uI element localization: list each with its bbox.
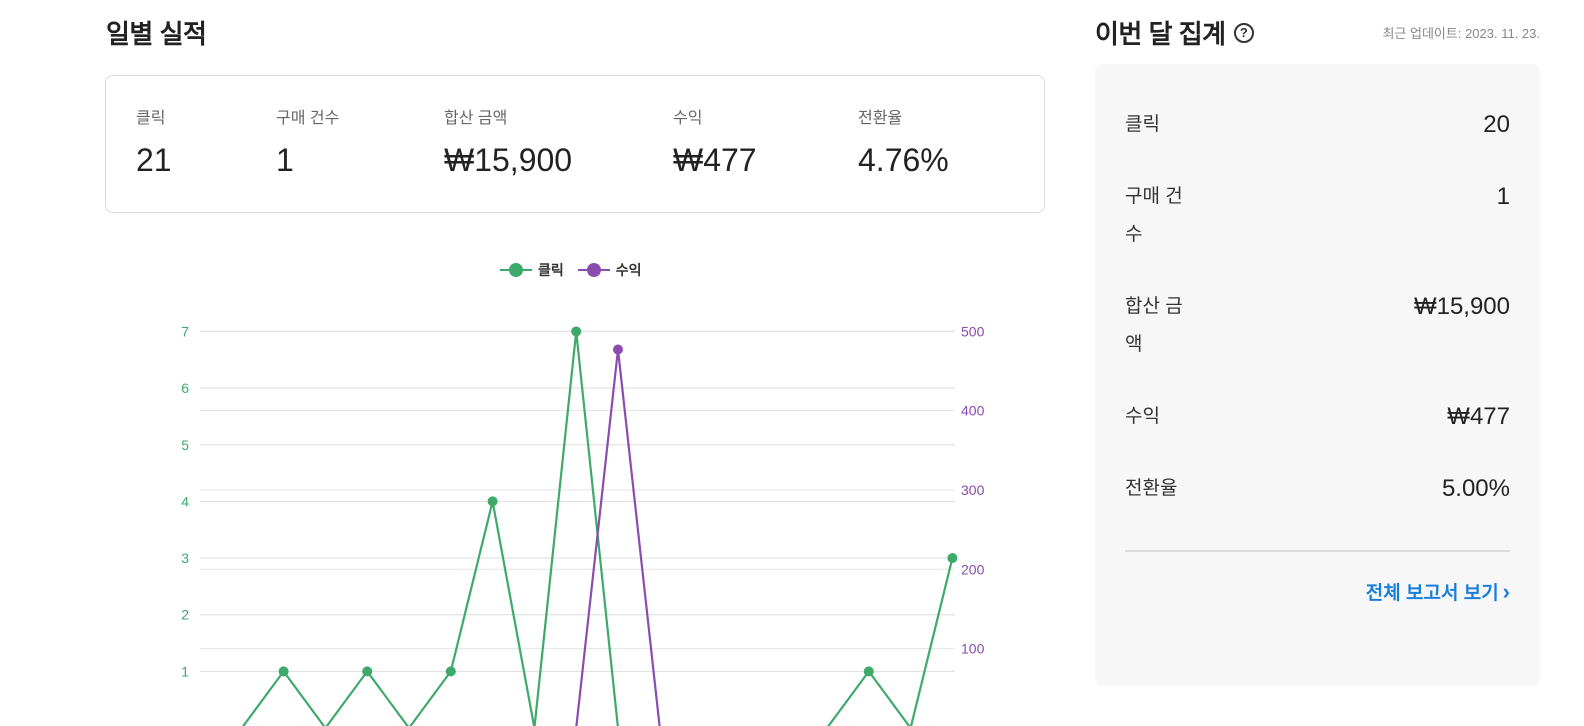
- legend-label-revenue: 수익: [615, 262, 642, 278]
- stat-clicks: 클릭 21: [136, 104, 172, 179]
- monthly-row-clicks: 클릭 20: [1125, 106, 1510, 144]
- stat-total-amount-label: 합산 금액: [444, 110, 508, 127]
- clicks-point: [362, 666, 373, 677]
- stat-revenue-value: ₩477: [673, 142, 757, 178]
- stat-clicks-value: 21: [136, 142, 172, 178]
- monthly-row-label: 합산 금액: [1125, 296, 1183, 355]
- stat-total-amount-value: ₩15,900: [444, 142, 573, 178]
- panel-divider: [1125, 550, 1510, 552]
- monthly-row-value: 20: [1483, 111, 1510, 138]
- monthly-row-label: 클릭: [1125, 114, 1160, 135]
- clicks-point: [487, 496, 498, 507]
- monthly-summary-panel: 클릭 20 구매 건수 1 합산 금액 ₩15,900 수익 ₩477 전환율 …: [1095, 64, 1540, 686]
- monthly-row-value: ₩15,900: [1413, 293, 1510, 320]
- monthly-row-label: 수익: [1125, 406, 1160, 427]
- monthly-row-value: 5.00%: [1441, 475, 1510, 502]
- stat-clicks-label: 클릭: [136, 110, 166, 127]
- clicks-line: [241, 330, 954, 726]
- full-report-link[interactable]: 전체 보고서 보기 ›: [1366, 578, 1510, 605]
- clicks-point: [863, 666, 874, 677]
- clicks-point: [278, 666, 289, 677]
- revenue-point: [613, 344, 623, 355]
- clicks-point: [571, 326, 582, 337]
- monthly-row-label: 구매 건수: [1125, 186, 1183, 245]
- monthly-row-value: 1: [1496, 183, 1510, 210]
- y-left-tick-label: 1: [181, 663, 189, 679]
- y-right-tick-label: 300: [961, 482, 985, 498]
- monthly-row-value: ₩477: [1447, 403, 1510, 430]
- chevron-right-icon: ›: [1502, 578, 1510, 604]
- monthly-row-conversion: 전환율 5.00%: [1125, 470, 1510, 508]
- y-left-tick-label: 4: [181, 493, 189, 509]
- question-circle-icon[interactable]: ?: [1233, 22, 1254, 43]
- legend-item-revenue[interactable]: 수익: [577, 260, 642, 280]
- legend-item-clicks[interactable]: 클릭: [500, 260, 564, 280]
- stat-conversion-value: 4.76%: [858, 142, 949, 178]
- monthly-summary-header: 이번 달 집계 ?: [1095, 14, 1254, 51]
- clicks-point: [947, 553, 958, 564]
- monthly-row-revenue: 수익 ₩477: [1125, 398, 1510, 436]
- full-report-link-label: 전체 보고서 보기: [1365, 583, 1499, 604]
- y-left-tick-label: 3: [181, 550, 189, 566]
- monthly-row-purchases: 구매 건수 1: [1125, 178, 1510, 254]
- monthly-row-total-amount: 합산 금액 ₩15,900: [1125, 288, 1510, 364]
- stat-revenue: 수익 ₩477: [673, 104, 757, 179]
- daily-summary-card: 클릭 21 구매 건수 1 합산 금액 ₩15,900 수익 ₩477 전환율 …: [105, 75, 1045, 213]
- y-right-tick-label: 400: [961, 403, 985, 419]
- y-right-tick-label: 100: [961, 641, 985, 657]
- monthly-row-label: 전환율: [1125, 478, 1178, 499]
- daily-line-chart: 1 2 3 4 5 6 7 100 200 300 400 500: [181, 323, 985, 726]
- stat-total-amount: 합산 금액 ₩15,900: [444, 104, 572, 179]
- last-updated-text: 최근 업데이트: 2023. 11. 23.: [1382, 26, 1540, 41]
- legend-label-clicks: 클릭: [538, 262, 564, 278]
- y-left-tick-label: 6: [181, 380, 189, 396]
- chart-legend: 클릭 수익: [500, 259, 642, 281]
- stat-purchases: 구매 건수 1: [276, 104, 339, 179]
- legend-swatch-clicks: [500, 262, 532, 278]
- y-right-tick-label: 500: [961, 323, 985, 339]
- y-right-tick-label: 200: [961, 561, 985, 577]
- legend-swatch-revenue: [577, 262, 610, 278]
- y-left-tick-label: 7: [181, 323, 189, 339]
- stat-purchases-value: 1: [276, 142, 294, 178]
- clicks-point: [445, 666, 456, 677]
- daily-performance-title: 일별 실적: [106, 19, 207, 49]
- stat-conversion-label: 전환율: [858, 110, 903, 127]
- stat-purchases-label: 구매 건수: [276, 110, 340, 127]
- revenue-line: [575, 348, 661, 726]
- y-left-tick-label: 5: [181, 437, 189, 453]
- y-left-tick-label: 2: [181, 607, 189, 623]
- stat-conversion: 전환율 4.76%: [858, 104, 949, 179]
- stat-revenue-label: 수익: [673, 110, 703, 127]
- monthly-summary-title: 이번 달 집계: [1095, 19, 1226, 49]
